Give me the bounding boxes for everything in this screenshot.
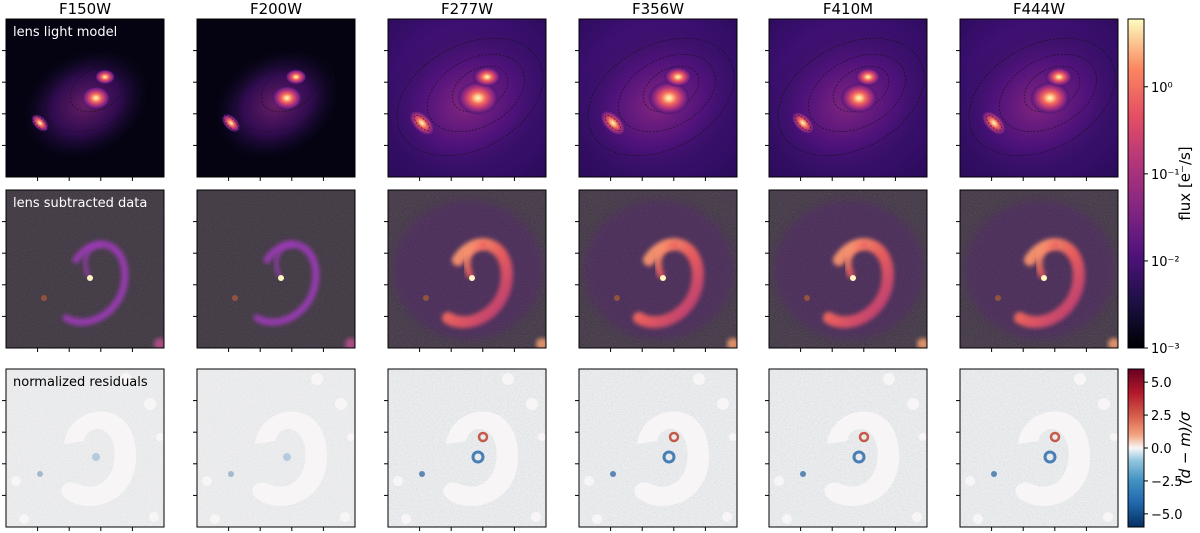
- satellite-core: [600, 110, 626, 136]
- filter-title: F356W: [632, 0, 684, 18]
- central-image: [850, 275, 856, 281]
- central-image: [87, 275, 93, 281]
- lens-light-model-panel: [765, 18, 928, 181]
- satellite-core: [31, 114, 49, 132]
- residual-colorbar-tick-label: 0.0: [1151, 442, 1172, 457]
- masked-arc-region: [443, 411, 519, 506]
- main-lens-core: [840, 82, 878, 114]
- row-label: lens light model: [13, 25, 117, 40]
- companion-core: [95, 69, 115, 85]
- companion-core: [664, 67, 692, 87]
- companion-core: [285, 69, 307, 85]
- flux-colorbar-bar: [1127, 18, 1145, 349]
- main-lens-core: [81, 86, 111, 110]
- residuals-panel: [956, 368, 1119, 531]
- residual-colorbar-bar: [1127, 368, 1145, 528]
- lens-subtracted-panel: [384, 189, 547, 352]
- residuals-panel: [765, 368, 928, 531]
- residual-colorbar: 5.0 2.5 0.0 −2.5 −5.0 (d − m)/σ: [1127, 368, 1194, 528]
- residual-colorbar-tick-label: −2.5: [1151, 475, 1183, 490]
- central-image: [469, 275, 475, 281]
- masked-arc-region: [824, 411, 900, 506]
- satellite-core: [791, 111, 815, 135]
- masked-arc-region: [61, 411, 137, 506]
- lens-subtracted-panel: [765, 189, 928, 352]
- filter-title: F444W: [1013, 0, 1065, 18]
- lens-subtracted-panel: lens subtracted data: [2, 189, 165, 352]
- satellite-core: [221, 113, 241, 133]
- lens-light-model-panel: [193, 18, 356, 181]
- flux-colorbar-tick-label: 10⁻³: [1151, 342, 1180, 357]
- filter-title: F200W: [250, 0, 302, 18]
- row-label: normalized residuals: [13, 375, 148, 390]
- residual-colorbar-tick-label: 2.5: [1151, 409, 1172, 424]
- satellite-core: [409, 110, 435, 136]
- lens-subtracted-panel: [193, 189, 356, 352]
- masked-arc-region: [1015, 411, 1091, 506]
- lens-light-model-panel: [956, 18, 1119, 181]
- flux-colorbar-label: flux [e⁻/s]: [1176, 146, 1194, 220]
- main-lens-core: [272, 85, 302, 111]
- satellite-core: [981, 110, 1007, 136]
- central-image: [1041, 275, 1047, 281]
- masked-arc-region: [252, 411, 328, 506]
- main-lens-core: [457, 81, 499, 115]
- masked-arc-region: [634, 411, 710, 506]
- lens-light-model-panel: [575, 18, 738, 181]
- lens-light-model-panel: lens light model: [2, 18, 165, 181]
- flux-colorbar-tick-label: 10⁰: [1151, 81, 1173, 96]
- lens-subtracted-panel: [956, 189, 1119, 352]
- residuals-panel: [193, 368, 356, 531]
- flux-colorbar-tick-label: 10⁻¹: [1151, 168, 1180, 183]
- companion-core: [855, 67, 881, 87]
- residuals-panel: normalized residuals: [2, 368, 165, 531]
- filter-title: F410M: [823, 0, 873, 18]
- filter-title: F277W: [441, 0, 493, 18]
- flux-colorbar-tick-label: 10⁻²: [1151, 255, 1180, 270]
- main-lens-core: [648, 81, 690, 115]
- central-image: [278, 275, 284, 281]
- lens-light-model-panel: [384, 18, 547, 181]
- residual-colorbar-tick-label: 5.0: [1151, 376, 1172, 391]
- lens-subtracted-panel: [575, 189, 738, 352]
- companion-core: [1045, 67, 1073, 87]
- residual-colorbar-label: (d − m)/σ: [1176, 411, 1194, 484]
- flux-colorbar: 10⁰ 10⁻¹ 10⁻² 10⁻³ flux [e⁻/s]: [1127, 18, 1194, 357]
- central-image: [660, 275, 666, 281]
- main-lens-core: [1029, 81, 1071, 115]
- residuals-panel: [384, 368, 547, 531]
- residual-colorbar-tick-label: −5.0: [1151, 508, 1183, 523]
- row-label: lens subtracted data: [13, 196, 147, 211]
- companion-core: [473, 67, 501, 87]
- residuals-panel: [575, 368, 738, 531]
- filter-title: F150W: [59, 0, 111, 18]
